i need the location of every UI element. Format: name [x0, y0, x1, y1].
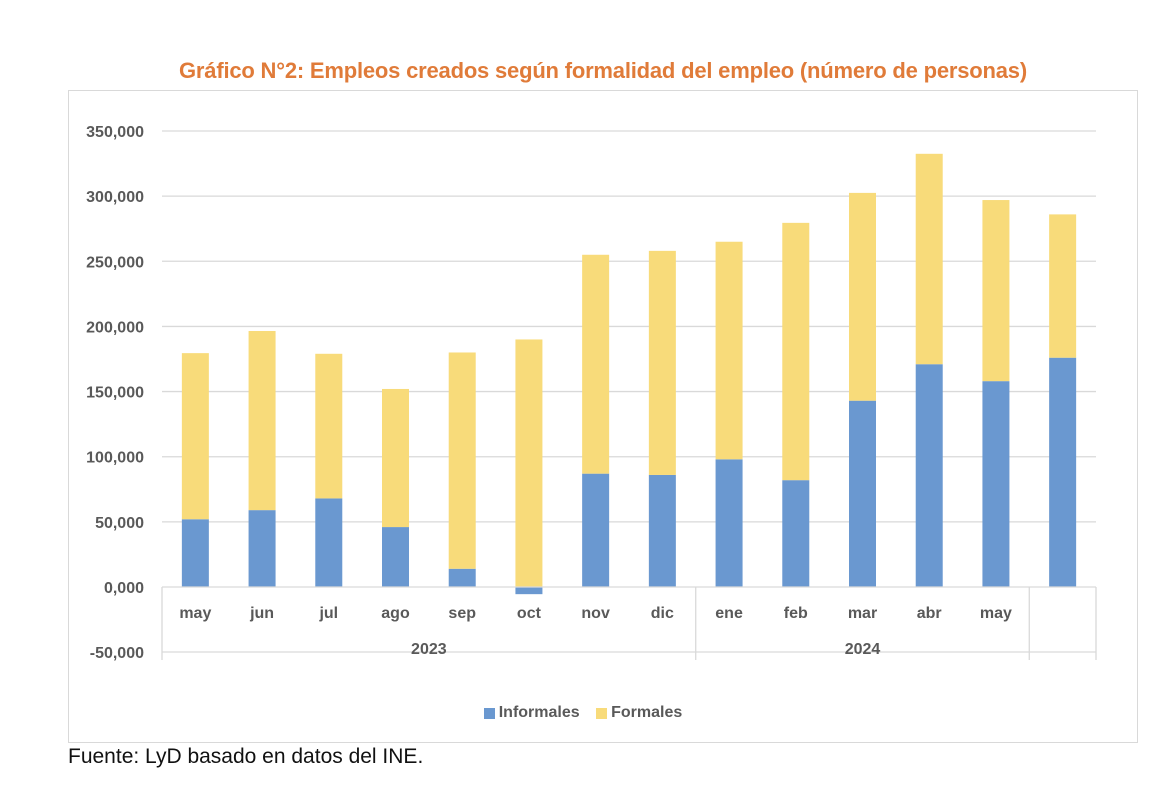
- bar-formales-7: [648, 250, 676, 475]
- bar-formales-0: [181, 353, 209, 520]
- legend-item-informales: Informales: [483, 704, 580, 722]
- y-tick-label: 350,000: [86, 124, 144, 141]
- bar-formales-13: [1049, 214, 1077, 358]
- group-label: 2023: [411, 641, 447, 658]
- x-tick-label: feb: [784, 605, 808, 622]
- x-tick-label: jul: [318, 605, 338, 622]
- y-tick-label: -50,000: [90, 645, 144, 662]
- bar-informales-1: [248, 510, 276, 587]
- bar-informales-12: [982, 381, 1010, 587]
- x-tick-label: mar: [848, 605, 877, 622]
- y-tick-label: 50,000: [95, 515, 144, 532]
- y-tick-label: 250,000: [86, 254, 144, 271]
- bar-informales-9: [782, 480, 810, 587]
- legend: Informales Formales: [0, 704, 1166, 724]
- bar-informales-10: [849, 400, 876, 587]
- y-tick-label: 300,000: [86, 189, 144, 206]
- bar-formales-12: [982, 200, 1010, 382]
- bar-formales-11: [915, 153, 943, 365]
- bar-informales-6: [582, 473, 610, 587]
- bar-formales-8: [715, 241, 743, 460]
- legend-swatch-informales: [483, 707, 495, 719]
- group-label: 2024: [845, 641, 881, 658]
- x-tick-label: ene: [715, 605, 743, 622]
- chart-title: Gráfico N°2: Empleos creados según forma…: [179, 58, 1027, 83]
- bar-formales-10: [849, 192, 876, 401]
- legend-label-formales: Formales: [611, 704, 683, 721]
- bar-informales-7: [648, 474, 676, 587]
- bar-informales-5: [515, 587, 543, 595]
- x-tick-label: may: [980, 605, 1012, 622]
- y-tick-label: 150,000: [86, 385, 144, 402]
- legend-label-informales: Informales: [498, 704, 580, 721]
- chart-frame: [68, 90, 1138, 743]
- x-tick-label: jun: [249, 605, 274, 622]
- x-tick-label: dic: [651, 605, 674, 622]
- x-tick-label: sep: [448, 605, 476, 622]
- bar-informales-13: [1049, 357, 1077, 587]
- bar-formales-1: [248, 330, 276, 511]
- legend-swatch-formales: [596, 707, 608, 719]
- bar-formales-4: [448, 352, 476, 569]
- bar-informales-11: [915, 364, 943, 587]
- x-tick-label: may: [179, 605, 211, 622]
- bar-formales-5: [515, 339, 543, 587]
- bar-formales-2: [315, 353, 343, 499]
- y-tick-label: 100,000: [86, 450, 144, 467]
- legend-item-formales: Formales: [596, 704, 682, 722]
- bar-informales-4: [448, 568, 476, 587]
- x-tick-label: nov: [581, 605, 610, 622]
- source-note: Fuente: LyD basado en datos del INE.: [68, 745, 424, 768]
- bar-formales-9: [782, 222, 810, 481]
- y-tick-label: 200,000: [86, 319, 144, 336]
- x-tick-label: oct: [517, 605, 542, 622]
- y-tick-label: 0,000: [104, 580, 144, 597]
- bar-formales-3: [382, 388, 409, 528]
- bar-informales-0: [181, 519, 209, 587]
- bar-formales-6: [582, 254, 610, 474]
- bar-informales-3: [382, 527, 409, 587]
- bar-informales-2: [315, 498, 343, 587]
- x-tick-label: ago: [381, 605, 410, 622]
- x-tick-label: abr: [917, 605, 942, 622]
- bar-informales-8: [715, 459, 743, 587]
